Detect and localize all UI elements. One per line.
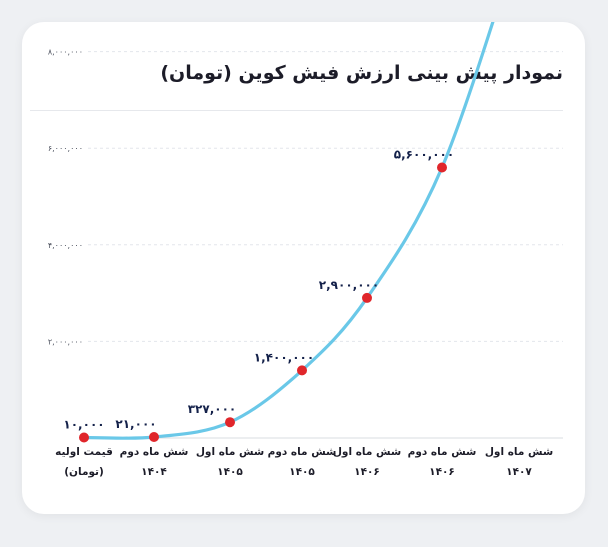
x-tick-label: شش ماه اول [485, 446, 553, 458]
x-axis-tick-labels: قیمت اولیه (تومان) شش ماه دوم ۱۴۰۴ شش ماه او… [55, 446, 553, 478]
x-tick-label: قیمت اولیه [55, 446, 113, 458]
series-line [82, 22, 495, 440]
x-tick-label: ۱۴۰۶ [354, 466, 380, 478]
x-tick-label: ۱۴۰۶ [429, 466, 455, 478]
x-tick-label: شش ماه اول [196, 446, 264, 458]
x-tick-label: ۱۴۰۷ [506, 466, 532, 478]
line-chart: ۲,۰۰۰,۰۰۰ ۴,۰۰۰,۰۰۰ ۶,۰۰۰,۰۰۰ ۸,۰۰۰,۰۰۰ ۱۰,۰… [48, 22, 563, 478]
data-label: ۵,۶۰۰,۰۰۰ [394, 148, 454, 162]
data-label: ۲۱,۰۰۰ [115, 417, 156, 431]
data-point [79, 432, 89, 443]
x-tick-label: شش ماه دوم [268, 446, 337, 458]
data-point [149, 431, 159, 442]
data-label: ۲,۹۰۰,۰۰۰ [319, 278, 379, 292]
x-tick-label: شش ماه دوم [408, 446, 477, 458]
data-labels: ۱۰,۰۰۰ ۲۱,۰۰۰ ۳۲۷,۰۰۰ ۱,۴۰۰,۰۰۰ ۲,۹۰۰,۰۰۰ ۵,۶… [63, 148, 454, 432]
y-tick-label: ۴,۰۰۰,۰۰۰ [48, 241, 83, 250]
grid-lines [88, 51, 563, 439]
data-label: ۱,۴۰۰,۰۰۰ [254, 350, 314, 364]
x-tick-label: شش ماه اول [333, 446, 401, 458]
data-point [362, 292, 372, 303]
chart-card: نمودار پیش بینی ارزش فیش کوین (تومان) ۲,… [22, 22, 585, 514]
x-tick-label: ۱۴۰۴ [141, 466, 167, 478]
y-axis-tick-labels: ۲,۰۰۰,۰۰۰۴,۰۰۰,۰۰۰۶,۰۰۰,۰۰۰۸,۰۰۰,۰۰۰۱۰,۰… [48, 48, 83, 347]
title-divider [30, 110, 563, 111]
y-tick-label: ۲,۰۰۰,۰۰۰ [48, 337, 83, 346]
data-label: ۳۲۷,۰۰۰ [188, 402, 237, 416]
x-tick-label: ۱۴۰۵ [217, 466, 243, 478]
data-point [225, 417, 235, 428]
chart-title: نمودار پیش بینی ارزش فیش کوین (تومان) [160, 62, 563, 84]
data-point [437, 162, 447, 173]
y-tick-label: ۸,۰۰۰,۰۰۰ [48, 48, 83, 57]
series-line-layer [82, 22, 495, 440]
x-tick-label: شش ماه دوم [120, 446, 189, 458]
data-points [79, 162, 447, 443]
data-label: ۱۰,۰۰۰ [63, 418, 104, 432]
x-tick-label: ۱۴۰۵ [289, 466, 315, 478]
x-tick-label: (تومان) [64, 466, 104, 478]
y-tick-label: ۶,۰۰۰,۰۰۰ [48, 144, 83, 153]
data-point [297, 365, 307, 376]
